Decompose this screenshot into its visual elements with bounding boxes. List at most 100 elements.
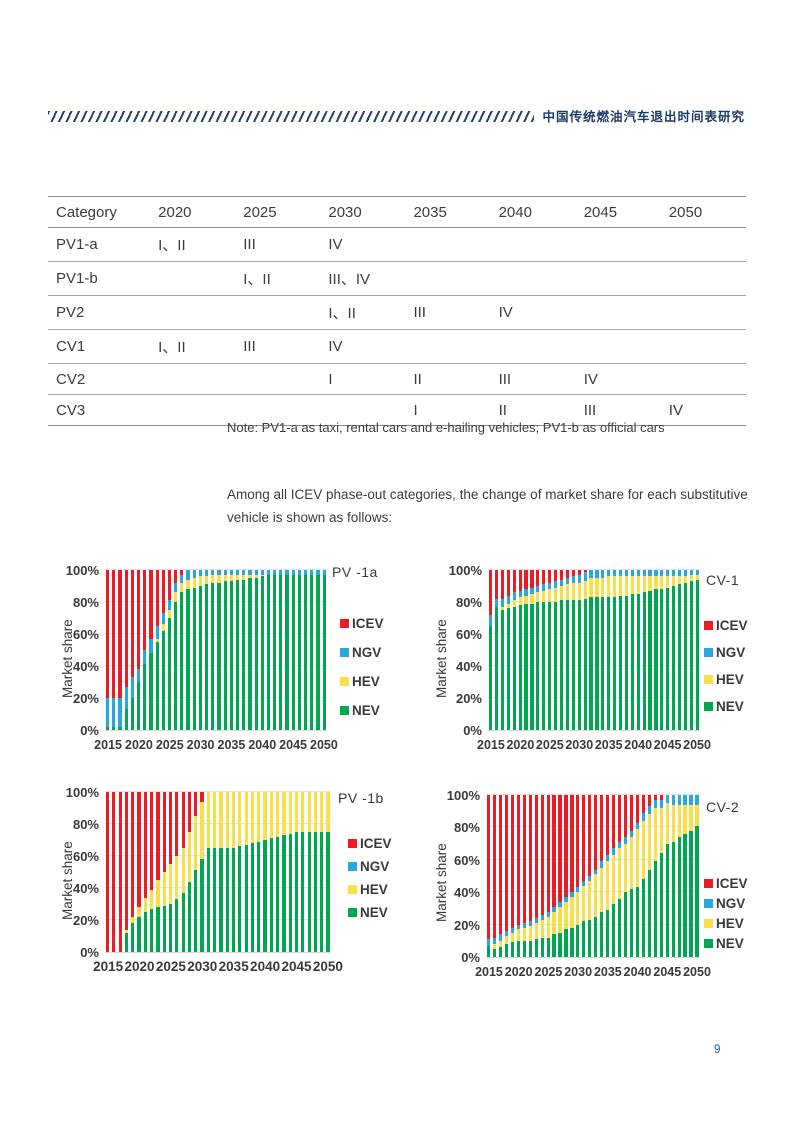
- bar-segment-nev: [671, 841, 675, 957]
- bar-segment-icev: [635, 795, 640, 823]
- bar-segment-ngv: [492, 937, 497, 945]
- bar-2015: [489, 570, 493, 730]
- x-axis-tick-label: 2030: [564, 965, 593, 979]
- bar-2047: [304, 570, 308, 730]
- bar-segment-ngv: [677, 795, 681, 805]
- bar-2032: [211, 570, 215, 730]
- bar-segment-hev: [257, 792, 261, 842]
- bar-segment-nev: [504, 944, 509, 957]
- bar-segment-hev: [683, 804, 687, 834]
- legend-label: HEV: [352, 674, 380, 689]
- legend-label: ICEV: [360, 836, 392, 851]
- gridline: [486, 891, 700, 893]
- bar-2048: [313, 792, 317, 952]
- bar-2019: [510, 795, 514, 957]
- bar-segment-icev: [516, 795, 520, 925]
- bar-segment-nev: [316, 574, 320, 730]
- bar-2025: [548, 570, 552, 730]
- bar-segment-nev: [582, 921, 586, 957]
- chart-pv1b: Market share PV -1b 0% 20% 40% 60% 80% 100% 2015…: [40, 778, 460, 996]
- bar-segment-hev: [131, 916, 135, 924]
- bar-segment-ngv: [522, 923, 526, 928]
- bar-segment-icev: [156, 792, 160, 881]
- legend: ICEV NGV HEV NEV: [704, 876, 748, 951]
- legend-item-hev: HEV: [348, 882, 392, 897]
- bar-segment-nev: [607, 597, 611, 730]
- bar-segment-hev: [689, 804, 693, 831]
- legend-item-hev: HEV: [704, 916, 748, 931]
- gridline: [105, 855, 331, 856]
- bar-segment-hev: [168, 864, 173, 904]
- bar-segment-nev: [636, 594, 640, 730]
- bar-segment-nev: [231, 848, 236, 952]
- table-cell: I、II: [158, 339, 186, 356]
- bar-2028: [187, 792, 192, 952]
- bar-segment-ngv: [205, 570, 209, 577]
- bar-segment-nev: [506, 608, 510, 730]
- table-cell: [235, 296, 320, 330]
- table-row: PV2 I、II III IV: [48, 296, 746, 330]
- bar-segment-hev: [294, 792, 299, 832]
- bar-segment-icev: [548, 570, 552, 583]
- table-cell: [150, 296, 235, 330]
- bar-segment-nev: [200, 859, 204, 952]
- bar-segment-nev: [617, 898, 622, 957]
- bar-segment-hev: [683, 576, 688, 583]
- bar-segment-nev: [276, 836, 280, 952]
- bar-2037: [244, 792, 248, 952]
- bar-2019: [130, 570, 134, 730]
- bar-segment-icev: [150, 792, 154, 890]
- bar-segment-nev: [106, 726, 110, 730]
- bar-segment-nev: [260, 576, 264, 730]
- bar-2039: [629, 795, 634, 957]
- bar-2018: [124, 792, 129, 952]
- bar-segment-icev: [588, 795, 592, 877]
- bar-segment-hev: [635, 829, 640, 888]
- bar-segment-hev: [175, 856, 179, 900]
- legend-label: HEV: [360, 882, 388, 897]
- bar-segment-nev: [510, 942, 514, 957]
- bar-segment-icev: [647, 795, 651, 807]
- bar-2032: [589, 570, 593, 730]
- bar-2034: [225, 792, 229, 952]
- table-cell: I: [413, 401, 418, 419]
- bar-segment-ngv: [553, 581, 558, 588]
- x-axis-tick-label: 2020: [506, 738, 535, 752]
- bar-segment-nev: [124, 709, 128, 730]
- legend-label: NEV: [352, 703, 380, 718]
- bar-segment-ngv: [297, 570, 301, 575]
- bar-segment-ngv: [198, 570, 202, 577]
- bar-segment-nev: [263, 840, 267, 952]
- chart-cv1: Market share CV-1 0% 20% 40% 60% 80% 100% 2015 20…: [420, 556, 793, 774]
- bar-2043: [282, 792, 286, 952]
- bar-segment-hev: [558, 906, 562, 933]
- bar-segment-hev: [156, 880, 160, 908]
- bar-2046: [297, 570, 301, 730]
- table-cell: I: [328, 370, 333, 388]
- bar-segment-hev: [601, 578, 605, 598]
- bar-segment-ngv: [642, 570, 646, 577]
- bar-segment-icev: [106, 570, 110, 699]
- bar-2028: [565, 570, 569, 730]
- table-cell: [661, 296, 746, 330]
- table-cell: [235, 364, 320, 395]
- bar-segment-hev: [522, 927, 526, 941]
- bar-segment-icev: [168, 792, 173, 864]
- gridline: [488, 569, 700, 570]
- bar-segment-hev: [180, 582, 184, 593]
- y-axis-tick-label: 0%: [80, 945, 99, 960]
- bar-segment-ngv: [660, 570, 664, 577]
- bar-segment-hev: [689, 574, 693, 582]
- bar-segment-nev: [205, 584, 209, 730]
- bar-segment-nev: [583, 598, 587, 730]
- bar-segment-icev: [143, 792, 147, 898]
- bar-segment-ngv: [653, 799, 657, 808]
- bar-segment-ngv: [607, 570, 611, 577]
- x-axis-tick-label: 2030: [186, 738, 215, 752]
- bar-segment-nev: [498, 947, 503, 957]
- bar-segment-nev: [553, 602, 558, 730]
- bar-segment-ngv: [671, 795, 675, 805]
- bar-segment-nev: [248, 578, 252, 730]
- bar-segment-nev: [689, 830, 693, 957]
- bar-segment-nev: [623, 892, 628, 957]
